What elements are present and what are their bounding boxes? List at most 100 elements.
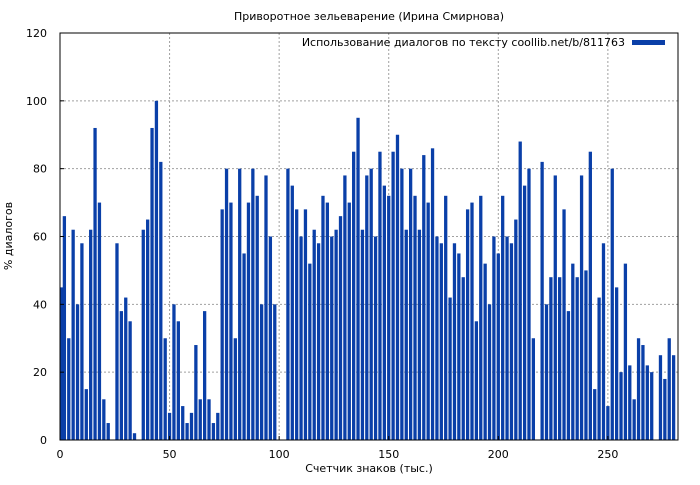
series-bar [259, 304, 264, 440]
series-bar [102, 399, 106, 440]
y-tick-label: 60 [33, 231, 47, 244]
series-bar [189, 412, 194, 440]
series-bar [439, 243, 443, 440]
series-bar [360, 229, 365, 440]
series-bar [571, 263, 575, 440]
series-bar [395, 134, 400, 440]
series-bar [84, 389, 88, 440]
series-bar [67, 338, 71, 440]
series-bar [593, 389, 597, 440]
series-bar [575, 277, 579, 440]
series-bar [290, 185, 294, 440]
series-bar [325, 202, 330, 440]
series-bar [413, 195, 417, 440]
series-bar [338, 216, 343, 440]
y-axis-ticks: 0 20 40 60 80 100 120 [26, 27, 64, 447]
series-bar [115, 243, 119, 440]
series-bar [522, 185, 527, 440]
series-bar [387, 195, 391, 440]
series-bar [93, 127, 97, 440]
series-bar [435, 236, 439, 440]
series-bar [264, 175, 268, 440]
series-bar [470, 202, 474, 440]
x-tick-label: 100 [269, 448, 290, 461]
series-bar [514, 219, 518, 440]
series-bar [255, 195, 259, 440]
y-tick-label: 120 [26, 27, 47, 40]
series-bar [566, 311, 571, 440]
series-bar [444, 195, 448, 440]
series-bar [501, 195, 505, 440]
y-tick-label: 100 [26, 95, 47, 108]
series-bar [207, 399, 211, 440]
series-bar [623, 263, 628, 440]
series-bar [194, 345, 198, 440]
series-bar [465, 209, 470, 440]
series-bar [588, 151, 592, 441]
series-bar [579, 175, 584, 440]
legend: Использование диалогов по тексту coollib… [302, 36, 665, 49]
series-bar [106, 423, 110, 440]
series-bar [132, 433, 137, 440]
series-bar [492, 236, 496, 440]
y-tick-label: 20 [33, 366, 47, 379]
series-bar [505, 236, 509, 440]
series-bar [124, 297, 128, 440]
series-bar [312, 229, 316, 440]
series-bar [562, 209, 566, 440]
series-bar [150, 127, 154, 440]
series-bar [509, 243, 514, 440]
series-bar [474, 321, 479, 440]
series-bar [308, 263, 312, 440]
series-bar [671, 355, 676, 440]
series-bar [667, 338, 671, 440]
series-bar [400, 168, 404, 440]
series-bar [584, 270, 588, 440]
series-area-group [60, 100, 676, 441]
series-bar [146, 219, 150, 440]
series-bar [426, 202, 430, 440]
series-bar [452, 243, 457, 440]
series-bar [496, 253, 500, 440]
series-bar [71, 229, 75, 440]
x-tick-label: 200 [488, 448, 509, 461]
series-bar [658, 355, 663, 440]
series-bar [378, 151, 382, 441]
series-bar [330, 236, 334, 440]
series-bar [80, 243, 84, 440]
series-bar [628, 365, 632, 440]
series-bar [614, 287, 619, 440]
series-bar [373, 236, 378, 440]
series-bar [558, 277, 562, 440]
series-bar [321, 195, 325, 440]
series-bar [238, 168, 242, 440]
series-bar [553, 175, 557, 440]
series-bar [483, 263, 487, 440]
series-bar [540, 161, 544, 440]
series-bar [650, 372, 654, 440]
legend-label: Использование диалогов по тексту coollib… [302, 36, 625, 49]
series-bar [641, 345, 645, 440]
series-bar [619, 372, 623, 440]
x-tick-label: 250 [597, 448, 618, 461]
series-bar [119, 311, 124, 440]
x-axis-label: Счетчик знаков (тыс.) [305, 462, 433, 475]
x-tick-label: 150 [378, 448, 399, 461]
y-tick-label: 0 [40, 434, 47, 447]
series-bar [422, 155, 426, 440]
series-bar [527, 168, 531, 440]
series-bar [295, 209, 299, 440]
series-bar [334, 229, 338, 440]
series-bar [167, 412, 172, 440]
series-bar [159, 161, 163, 440]
series-bar [645, 365, 649, 440]
series-bar [352, 151, 356, 441]
series-bar [343, 175, 347, 440]
series-bar [141, 229, 145, 440]
series-bar [663, 378, 667, 440]
series-bar [181, 406, 185, 440]
y-tick-label: 40 [33, 298, 47, 311]
series-bar [448, 297, 452, 440]
